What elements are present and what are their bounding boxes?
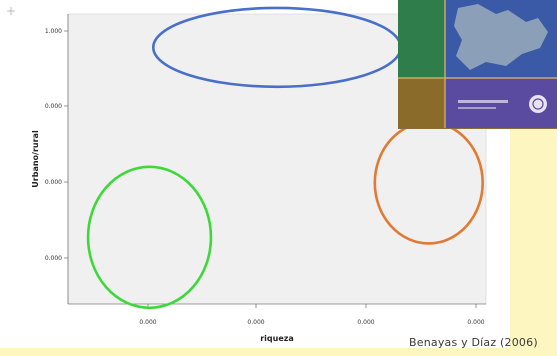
x-tick-label: 0.000 bbox=[247, 319, 264, 326]
x-tick-label: 0.000 bbox=[139, 319, 156, 326]
y-axis-title: Urbano/rural bbox=[31, 130, 40, 188]
cover-panel-green bbox=[398, 0, 445, 78]
cover-panel-ochre bbox=[398, 78, 445, 128]
y-ticks: 1.000 0.000 0.000 0.000 bbox=[45, 28, 68, 262]
x-tick-label: 0.000 bbox=[467, 319, 484, 326]
y-tick-label: 0.000 bbox=[45, 255, 62, 262]
y-tick-label: 0.000 bbox=[45, 179, 62, 186]
y-tick-label: 1.000 bbox=[45, 28, 62, 35]
corner-mark: + bbox=[6, 4, 17, 18]
x-tick-label: 0.000 bbox=[357, 319, 374, 326]
citation-text: Benayas y Díaz (2006) bbox=[409, 336, 538, 349]
group-ellipse-3 bbox=[86, 165, 213, 310]
seal-icon bbox=[529, 95, 547, 113]
group-ellipses bbox=[86, 6, 484, 310]
x-ticks: 0.000 0.000 0.000 0.000 bbox=[139, 304, 485, 326]
book-cover-image bbox=[398, 0, 557, 129]
x-axis-title: riqueza bbox=[260, 334, 294, 343]
map-silhouette bbox=[454, 4, 548, 70]
y-tick-label: 0.000 bbox=[45, 103, 62, 110]
